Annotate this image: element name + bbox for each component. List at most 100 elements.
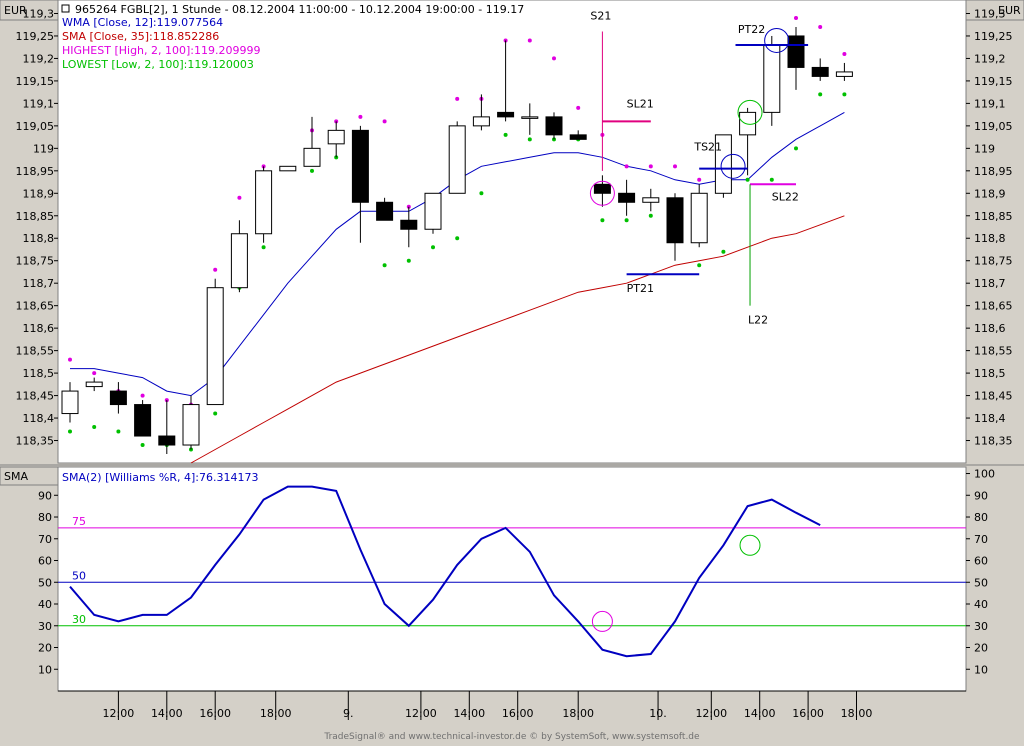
lowest-dot <box>431 245 435 250</box>
candle-body-up <box>327 129 345 145</box>
candle-body-up <box>424 192 442 230</box>
lowest-dot <box>479 191 484 196</box>
lower-panel-legend: SMA(2) [Williams %R, 4]:76.314173 <box>62 471 258 484</box>
williams-r-line <box>69 485 821 658</box>
lowest-dot <box>721 249 726 254</box>
lowest-dot <box>382 263 387 268</box>
candle-body-up <box>714 134 732 194</box>
price-tick-label-left: 118,65 <box>16 300 55 313</box>
candle-body-down <box>376 201 394 221</box>
price-tick-label-right: 118,75 <box>974 255 1013 268</box>
price-tick-label-left: 119,05 <box>16 120 55 133</box>
indicator-tick-label-left: 70 <box>38 533 52 546</box>
candle-body-up <box>85 381 103 388</box>
candle-body-up <box>61 390 79 415</box>
time-tick-label: 16:00 <box>502 707 534 720</box>
highest-dot <box>818 24 823 29</box>
signal-circle <box>589 180 615 206</box>
price-tick-label-left: 119,1 <box>23 97 55 110</box>
legend-entry: LOWEST [Low, 2, 100]:119.120003 <box>62 58 254 71</box>
indicator-tick-label-left: 20 <box>38 642 52 655</box>
candle-body-up <box>763 44 781 113</box>
legend-entry-text: HIGHEST [High, 2, 100]:119.209999 <box>62 44 261 57</box>
candle-body-down <box>545 116 563 136</box>
price-tick-label-left: 118,45 <box>16 390 55 403</box>
indicator-axis: 10 20 30 40 50 60 70 80 90 10 20 30 40 50 60 70 80 90 100 <box>38 468 995 677</box>
candle <box>303 116 321 167</box>
candle <box>835 62 853 81</box>
candle-body-up <box>690 192 708 244</box>
indicator-tick-label-left: 40 <box>38 598 52 611</box>
candle <box>230 220 248 293</box>
candle <box>787 26 805 90</box>
indicator-plot-area <box>57 466 967 692</box>
time-tick-label: 12:00 <box>103 707 135 720</box>
candle <box>158 400 176 455</box>
highest-dot <box>576 105 581 110</box>
candle-body-down <box>811 66 829 77</box>
price-tick-label-right: 119,15 <box>974 75 1013 88</box>
price-tick-label-left: 118,5 <box>23 367 55 380</box>
candle <box>109 382 127 414</box>
price-axis: 118,35 118,35 118,4 118,4 118,45 118,45 118,5 1… <box>16 7 1013 447</box>
indicator-tick-label-left: 90 <box>38 489 52 502</box>
candle-body-up <box>230 233 248 289</box>
price-tick-label-left: 119,15 <box>16 75 55 88</box>
candle <box>327 121 345 158</box>
indicator-tick-label-right: 70 <box>974 533 988 546</box>
price-tick-label-left: 118,95 <box>16 165 55 178</box>
price-tick-label-right: 119,05 <box>974 120 1013 133</box>
highest-dot <box>697 177 702 182</box>
time-tick-label: 12:00 <box>695 707 727 720</box>
price-tick-label-right: 118,4 <box>974 412 1006 425</box>
price-tick-label-left: 118,55 <box>16 345 55 358</box>
highest-dot <box>68 357 72 362</box>
signal-circle <box>737 99 763 125</box>
series-line-sma <box>190 215 845 464</box>
lowest-dot <box>600 218 605 223</box>
candle-body-down <box>109 390 127 406</box>
candle-body-up <box>255 170 273 235</box>
annotation-label: S21 <box>590 9 611 22</box>
time-tick-label: 14:00 <box>151 707 183 720</box>
symbol-icon <box>61 4 70 13</box>
indicator-tick-label-right: 20 <box>974 642 988 655</box>
candle-body-up <box>642 197 660 203</box>
price-tick-label-right: 118,95 <box>974 165 1013 178</box>
candle-body-up <box>521 116 539 119</box>
candle <box>497 40 515 122</box>
lowest-dot <box>92 425 97 430</box>
annotations-layer: S21 SL21 PT21 TS21 PT22 SL22 L22 <box>589 9 809 327</box>
highest-dot <box>794 15 798 20</box>
candle-body-down <box>666 197 684 244</box>
lower-panel-label-box <box>0 466 59 486</box>
candle <box>400 206 418 248</box>
time-tick-label: 18:00 <box>841 707 873 720</box>
price-tick-label-right: 119,1 <box>974 97 1006 110</box>
lowest-dot <box>842 92 847 97</box>
highest-dot <box>358 114 363 119</box>
highest-dot <box>92 371 97 376</box>
time-tick-label: 18:00 <box>562 707 594 720</box>
lowest-dot <box>213 411 218 416</box>
time-tick-label: 16:00 <box>792 707 824 720</box>
candle-body-down <box>593 183 611 194</box>
legend-entry: HIGHEST [High, 2, 100]:119.209999 <box>62 44 261 57</box>
lowest-dot <box>794 146 798 151</box>
candle-body-down <box>497 111 515 118</box>
highest-dot <box>140 393 145 398</box>
price-tick-label-left: 119,3 <box>23 7 55 20</box>
lowest-dot <box>624 218 629 223</box>
candle <box>206 278 224 406</box>
highest-dot <box>552 56 556 61</box>
price-tick-label-right: 118,35 <box>974 435 1013 448</box>
candle-body-down <box>569 134 587 140</box>
legend-entry-text: SMA [Close, 35]:118.852286 <box>62 30 219 43</box>
level-label: 30 <box>72 613 86 626</box>
lowest-dot <box>455 236 460 241</box>
legend-entry-text: LOWEST [Low, 2, 100]:119.120003 <box>62 58 254 71</box>
candle-body-up <box>206 287 224 406</box>
indicator-tick-label-right: 30 <box>974 620 988 633</box>
lowest-dot <box>527 137 532 142</box>
